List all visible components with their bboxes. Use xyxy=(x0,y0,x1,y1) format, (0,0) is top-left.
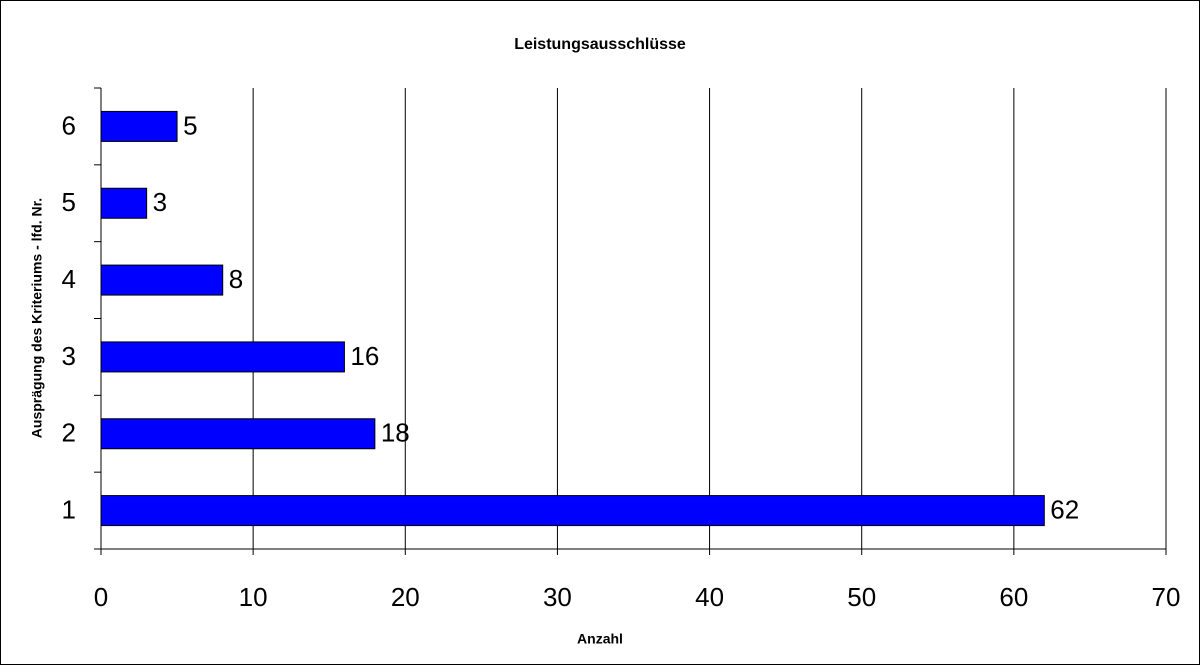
bar xyxy=(100,187,148,219)
bar xyxy=(100,110,178,142)
chart-title: Leistungsausschlüsse xyxy=(514,36,686,53)
data-label: 18 xyxy=(381,418,410,448)
data-label: 16 xyxy=(350,341,379,371)
data-label: 62 xyxy=(1050,494,1079,524)
y-tick-label: 5 xyxy=(62,187,76,217)
y-tick-label: 3 xyxy=(62,341,76,371)
data-label: 3 xyxy=(153,187,167,217)
bar xyxy=(100,264,224,296)
y-tick-label: 1 xyxy=(62,494,76,524)
bar xyxy=(100,341,345,373)
x-tick-label: 60 xyxy=(999,582,1028,612)
x-tick-label: 30 xyxy=(543,582,572,612)
data-label: 8 xyxy=(229,264,243,294)
x-tick-label: 0 xyxy=(94,582,108,612)
x-tick-label: 50 xyxy=(847,582,876,612)
y-tick-label: 6 xyxy=(62,110,76,140)
x-axis-label: Anzahl xyxy=(577,631,623,647)
x-tick-label: 10 xyxy=(239,582,268,612)
x-tick-label: 20 xyxy=(391,582,420,612)
x-tick-label: 70 xyxy=(1152,582,1181,612)
y-tick-label: 2 xyxy=(62,418,76,448)
x-tick-label: 40 xyxy=(695,582,724,612)
bar xyxy=(100,495,1045,527)
bar xyxy=(100,418,376,450)
data-label: 5 xyxy=(183,110,197,140)
y-axis-label: Ausprägung des Kriteriums - lfd. Nr. xyxy=(29,198,45,438)
y-tick-label: 4 xyxy=(62,264,76,294)
